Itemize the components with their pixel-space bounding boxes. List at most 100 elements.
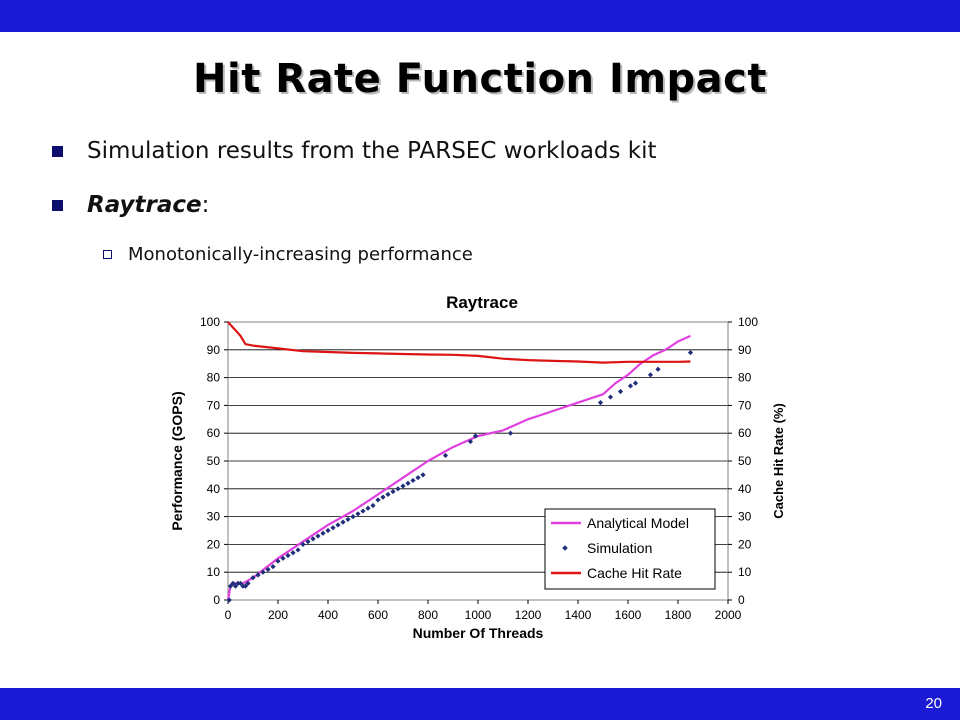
y2-axis-label: Cache Hit Rate (%) xyxy=(771,403,786,519)
simulation-point xyxy=(442,452,449,459)
simulation-point xyxy=(655,366,661,372)
simulation-point xyxy=(400,483,406,489)
simulation-point xyxy=(325,527,331,534)
y2-tick-label: 20 xyxy=(738,537,752,551)
simulation-point xyxy=(300,541,306,547)
simulation-point xyxy=(242,583,249,589)
y2-tick-label: 50 xyxy=(738,454,752,468)
y2-tick-label: 40 xyxy=(738,482,752,496)
x-tick-label: 800 xyxy=(418,608,438,622)
y2-tick-label: 30 xyxy=(738,510,752,524)
simulation-point xyxy=(245,580,251,586)
simulation-point xyxy=(597,400,604,406)
chart-legend: Analytical Model Simulation Cache Hit Rate xyxy=(544,508,716,590)
top-bar xyxy=(0,0,960,32)
simulation-point xyxy=(345,516,351,522)
simulation-point xyxy=(375,497,381,503)
y-tick-label: 80 xyxy=(207,371,221,385)
simulation-point xyxy=(355,511,361,517)
simulation-point xyxy=(280,555,286,561)
simulation-point xyxy=(227,583,234,589)
simulation-point xyxy=(295,547,301,553)
y-tick-label: 30 xyxy=(207,510,221,524)
simulation-point xyxy=(370,502,376,509)
simulation-point xyxy=(340,519,346,525)
bullet-list: Simulation results from the PARSEC workl… xyxy=(0,0,960,300)
simulation-point xyxy=(285,552,291,559)
sub-bullet-text: Monotonically-increasing performance xyxy=(128,244,473,265)
sub-bullet-item: Monotonically-increasing performance xyxy=(103,244,473,265)
x-tick-label: 2000 xyxy=(715,608,742,622)
x-tick-label: 1000 xyxy=(465,608,492,622)
x-axis-label: Number Of Threads xyxy=(413,625,544,641)
x-tick-label: 1800 xyxy=(665,608,692,622)
y-tick-label: 10 xyxy=(207,565,221,579)
simulation-point xyxy=(335,522,341,528)
legend-label: Cache Hit Rate xyxy=(587,565,682,581)
simulation-point xyxy=(330,525,336,531)
bullet-text: Simulation results from the PARSEC workl… xyxy=(87,138,657,164)
simulation-point xyxy=(232,583,239,589)
bullet-suffix: : xyxy=(201,192,210,218)
bottom-bar: 20 xyxy=(0,688,960,720)
bullet-item-2: Raytrace: xyxy=(52,192,209,218)
series-simulation xyxy=(226,349,694,603)
simulation-point xyxy=(310,536,316,542)
raytrace-chart: Raytrace 0102030405060708090100010203040… xyxy=(169,293,786,641)
y-tick-label: 60 xyxy=(207,426,221,440)
simulation-point xyxy=(617,388,624,395)
x-tick-label: 600 xyxy=(368,608,388,622)
y-tick-label: 100 xyxy=(200,315,220,329)
simulation-point xyxy=(315,533,321,539)
simulation-point xyxy=(360,508,366,514)
simulation-point xyxy=(275,558,281,564)
simulation-point xyxy=(255,572,261,578)
legend-label: Analytical Model xyxy=(587,515,689,531)
simulation-point xyxy=(390,488,396,495)
simulation-point xyxy=(290,550,296,556)
x-tick-label: 400 xyxy=(318,608,338,622)
x-tick-label: 1600 xyxy=(615,608,642,622)
y-tick-label: 90 xyxy=(207,343,221,357)
x-tick-label: 1200 xyxy=(515,608,542,622)
y2-tick-label: 10 xyxy=(738,565,752,579)
y2-tick-label: 0 xyxy=(738,593,745,607)
x-tick-label: 1400 xyxy=(565,608,592,622)
y-tick-label: 50 xyxy=(207,454,221,468)
simulation-point xyxy=(265,566,271,573)
simulation-point xyxy=(607,394,614,400)
simulation-point xyxy=(385,491,391,497)
legend-label: Simulation xyxy=(587,540,652,556)
y2-tick-label: 100 xyxy=(738,315,758,329)
series xyxy=(226,321,694,603)
y2-tick-label: 60 xyxy=(738,426,752,440)
y-tick-label: 70 xyxy=(207,398,221,412)
simulation-point xyxy=(305,539,311,545)
chart-title: Raytrace xyxy=(446,293,518,312)
simulation-point xyxy=(226,597,232,603)
simulation-point xyxy=(237,580,244,586)
y-tick-label: 0 xyxy=(213,593,220,607)
y-tick-label: 40 xyxy=(207,482,221,496)
y2-tick-label: 80 xyxy=(738,371,752,385)
bullet-emphasis: Raytrace xyxy=(87,192,202,218)
simulation-point xyxy=(415,475,421,481)
simulation-point xyxy=(260,569,266,575)
square-bullet-icon xyxy=(52,199,63,211)
slide-title: Hit Rate Function Impact xyxy=(193,56,767,102)
simulation-point xyxy=(687,349,694,356)
series-analytical-model xyxy=(226,334,691,601)
square-bullet-icon xyxy=(52,145,63,157)
simulation-point xyxy=(410,477,416,484)
axis-ticks: 0102030405060708090100010203040506070809… xyxy=(200,315,758,622)
bullet-text: Raytrace: xyxy=(87,192,209,218)
simulation-point xyxy=(250,575,256,581)
simulation-point xyxy=(627,383,634,389)
simulation-point xyxy=(507,430,514,436)
simulation-point xyxy=(320,530,326,536)
simulation-point xyxy=(230,580,236,586)
simulation-point xyxy=(365,505,371,511)
gridlines xyxy=(228,321,728,573)
series-cache-hit-rate xyxy=(227,321,691,364)
y-axis-label: Performance (GOPS) xyxy=(169,391,185,530)
